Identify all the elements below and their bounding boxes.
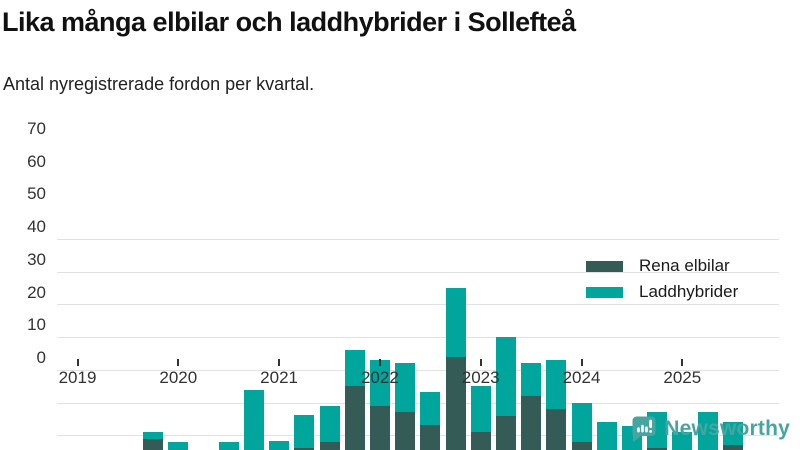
y-tick-label: 60 [27, 151, 46, 171]
x-axis-tick [378, 359, 381, 366]
x-axis-tick [76, 359, 79, 366]
bar-segment-rena-elbilar-2023-Q4 [546, 409, 567, 450]
x-axis-tick [479, 359, 482, 366]
y-tick-label: 70 [27, 119, 46, 138]
bar-segment-laddhybrider-2022-Q1 [369, 360, 390, 406]
chart-legend: Rena elbilar Laddhybrider [586, 253, 738, 305]
bar-segment-laddhybrider-2025-Q1 [672, 432, 693, 450]
bar-segment-laddhybrider-2020-Q4 [243, 390, 264, 450]
brand-name: Newsworthy [664, 416, 790, 440]
legend-label: Rena elbilar [639, 256, 730, 275]
bar-segment-laddhybrider-2023-Q3 [521, 363, 542, 396]
x-tick-label: 2025 [663, 368, 702, 387]
bar-segment-rena-elbilar-2021-Q3 [319, 442, 340, 450]
legend-item: Laddhybrider [586, 279, 738, 305]
bar-segment-rena-elbilar-2019-Q4 [143, 439, 164, 450]
x-axis-tick [681, 359, 684, 366]
bar-segment-rena-elbilar-2021-Q4 [344, 386, 365, 450]
bar-segment-rena-elbilar-2022-Q1 [369, 406, 390, 450]
bar-segment-rena-elbilar-2022-Q3 [420, 425, 441, 450]
bar-segment-rena-elbilar-2022-Q2 [395, 412, 416, 450]
x-axis-tick [580, 359, 583, 366]
gridline [57, 304, 779, 306]
bar-segment-rena-elbilar-2025-Q3 [722, 445, 743, 450]
bar-segment-laddhybrider-2023-Q4 [546, 360, 567, 409]
x-tick-label: 2019 [58, 368, 97, 387]
bar-segment-laddhybrider-2025-Q3 [722, 422, 743, 445]
gridline [57, 239, 779, 240]
page-title: Lika många elbilar och laddhybrider i So… [2, 7, 576, 37]
legend-label: Laddhybrider [639, 282, 739, 301]
y-tick-label: 30 [27, 249, 46, 269]
bar-segment-laddhybrider-2020-Q3 [218, 442, 239, 450]
gridline [57, 271, 779, 273]
bar-segment-laddhybrider-2019-Q4 [143, 432, 164, 439]
gridline [57, 402, 779, 404]
bar-segment-rena-elbilar-2022-Q4 [445, 357, 466, 450]
legend-item: Rena elbilar [586, 253, 738, 279]
bar-segment-laddhybrider-2021-Q4 [344, 350, 365, 386]
bar-segment-laddhybrider-2022-Q4 [445, 288, 466, 357]
newsworthy-logo: Newsworthy [631, 415, 790, 442]
bar-segment-laddhybrider-2022-Q2 [395, 363, 416, 412]
y-tick-label: 20 [27, 282, 46, 302]
y-tick-label: 10 [27, 315, 46, 335]
x-axis-tick [278, 359, 281, 366]
x-tick-label: 2021 [260, 368, 298, 387]
plot-area [57, 239, 779, 450]
bar-segment-laddhybrider-2021-Q3 [319, 406, 340, 442]
bar-chart-speech-bubble-icon [632, 416, 656, 442]
bar-segment-rena-elbilar-2024-Q1 [571, 442, 592, 450]
bar-segment-laddhybrider-2023-Q2 [495, 337, 516, 416]
bar-segment-laddhybrider-2024-Q1 [571, 403, 592, 442]
x-tick-label: 2024 [562, 368, 601, 387]
bar-segment-laddhybrider-2021-Q2 [294, 415, 315, 448]
y-tick-label: 0 [36, 348, 46, 367]
bar-segment-laddhybrider-2020-Q1 [168, 442, 189, 450]
x-axis-tick [177, 359, 180, 366]
gridline [57, 435, 779, 437]
bar-segment-laddhybrider-2022-Q3 [420, 392, 441, 425]
chart-subtitle: Antal nyregistrerade fordon per kvartal. [3, 74, 315, 94]
stacked-bar-chart: 0 10 20 30 40 50 60 70 2019 2020 2021 2022 2023 2024… [0, 110, 800, 450]
bar-segment-laddhybrider-2021-Q1 [269, 441, 290, 450]
bar-segment-rena-elbilar-2023-Q2 [495, 416, 516, 450]
bar-segment-laddhybrider-2025-Q2 [697, 412, 718, 450]
bar-segment-rena-elbilar-2023-Q1 [470, 432, 491, 450]
y-tick-label: 40 [27, 217, 46, 237]
x-tick-label: 2020 [159, 368, 198, 387]
y-tick-label: 50 [27, 184, 46, 204]
legend-swatch-rena-elbilar [586, 260, 623, 272]
bar-segment-laddhybrider-2024-Q2 [596, 422, 617, 450]
legend-swatch-laddhybrider [586, 286, 623, 298]
x-tick-label: 2022 [360, 368, 399, 387]
gridline [57, 369, 779, 371]
bar-segment-rena-elbilar-2021-Q2 [294, 448, 315, 450]
gridline [57, 337, 779, 339]
bar-segment-rena-elbilar-2024-Q4 [647, 448, 668, 450]
bar-segment-rena-elbilar-2023-Q3 [521, 396, 542, 450]
x-tick-label: 2023 [461, 368, 500, 387]
bar-segment-laddhybrider-2023-Q1 [470, 386, 491, 432]
